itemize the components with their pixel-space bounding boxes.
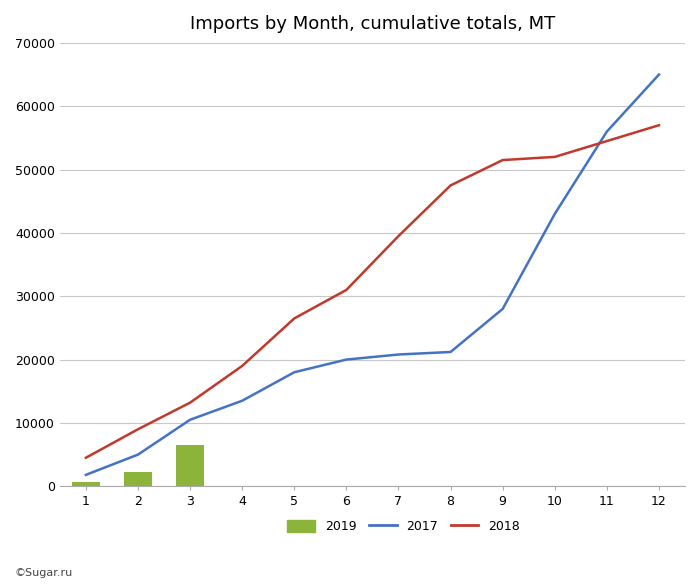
Title: Imports by Month, cumulative totals, MT: Imports by Month, cumulative totals, MT bbox=[190, 15, 555, 33]
Text: ©Sugar.ru: ©Sugar.ru bbox=[14, 568, 72, 578]
Bar bbox=[124, 472, 153, 486]
Bar bbox=[71, 482, 100, 486]
Bar bbox=[176, 445, 204, 486]
Legend: 2019, 2017, 2018: 2019, 2017, 2018 bbox=[288, 520, 520, 533]
